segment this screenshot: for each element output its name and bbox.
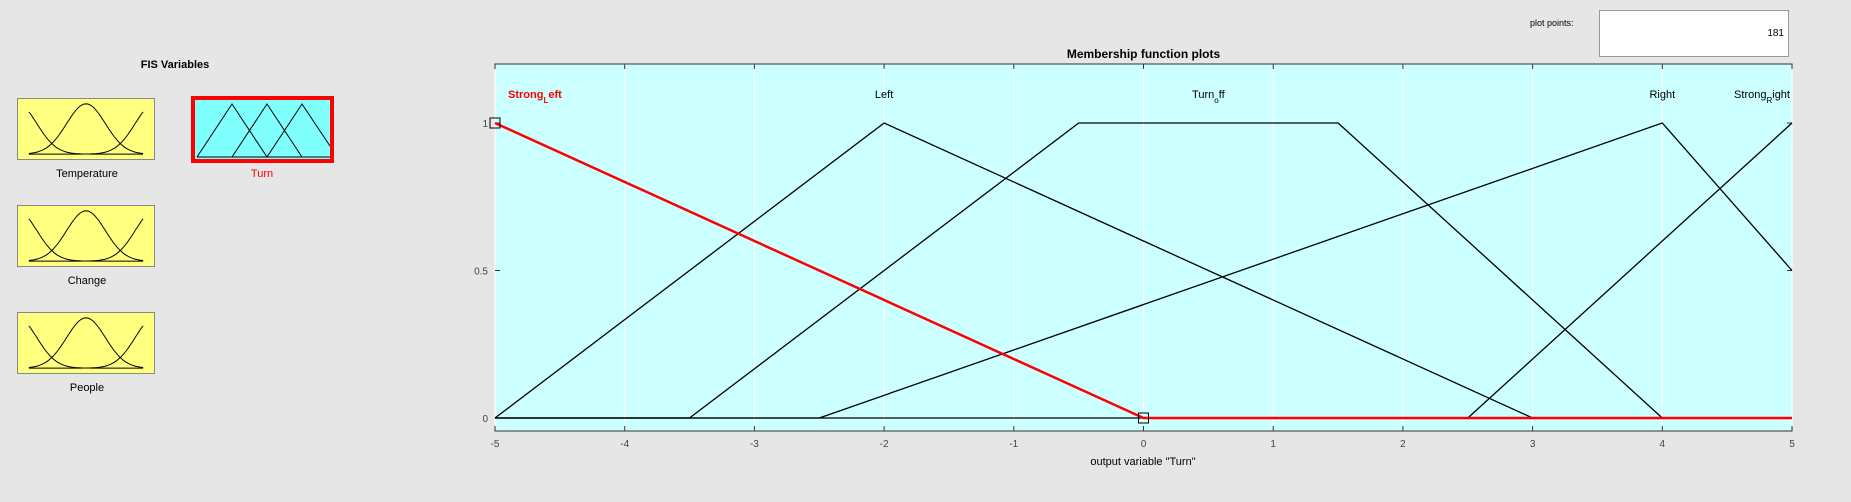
change-variable-box[interactable] — [17, 205, 155, 267]
y-tick-label: 0.5 — [474, 267, 488, 278]
triangular-mf-icon — [196, 103, 330, 158]
mf-label-1: StrongLeft — [508, 89, 562, 105]
people-variable-label: People — [69, 382, 105, 394]
mf-label-3: Turnoff — [1192, 89, 1226, 105]
y-tick-label: 1 — [482, 119, 488, 130]
x-tick-label: 0 — [1141, 439, 1147, 450]
gaussian-mf-icon — [28, 210, 144, 262]
gaussian-mf-icon — [28, 103, 144, 155]
axis-ticks: -5 -4 -3 -2 -1 0 1 2 3 4 5 0 0.5 1 — [474, 64, 1795, 450]
gaussian-curve — [28, 103, 144, 154]
x-tick-label: -3 — [750, 439, 759, 450]
turn-variable-label: Turn — [250, 168, 274, 180]
temperature-variable-box[interactable] — [17, 98, 155, 160]
mf-label-2: Left — [875, 89, 893, 101]
change-variable-label: Change — [67, 275, 107, 287]
gaussian-curve — [28, 111, 144, 155]
x-tick-label: 2 — [1400, 439, 1406, 450]
x-tick-label: 5 — [1789, 439, 1795, 450]
x-tick-label: -4 — [620, 439, 629, 450]
plot-title: Membership function plots — [1066, 47, 1221, 61]
gaussian-curve — [28, 210, 144, 261]
x-tick-label: 1 — [1270, 439, 1276, 450]
gaussian-mf-icon — [28, 317, 144, 369]
fis-variables-title: FIS Variables — [140, 59, 210, 71]
plot-points-input[interactable] — [1599, 10, 1789, 57]
x-tick-label: 4 — [1660, 439, 1666, 450]
x-tick-label: 3 — [1530, 439, 1536, 450]
x-tick-label: -1 — [1009, 439, 1018, 450]
x-axis-label: output variable "Turn" — [1090, 456, 1195, 468]
mf-drag-handle — [1138, 412, 1149, 424]
gaussian-curve — [28, 325, 144, 369]
mf-drag-handle — [489, 117, 501, 129]
turn-variable-box[interactable] — [191, 96, 334, 163]
x-tick-label: -2 — [880, 439, 889, 450]
plot-points-label: plot points: — [1530, 18, 1574, 28]
mf-label-5: StrongRight — [1734, 89, 1790, 105]
mf-labels: StrongLeft Left Turnoff Right StrongRight — [508, 89, 1790, 105]
mf-handles — [489, 117, 1149, 424]
temperature-variable-label: Temperature — [56, 168, 118, 180]
x-tick-label: -5 — [491, 439, 500, 450]
mf-curve-strong-left — [494, 121, 1792, 420]
grid-lines — [494, 64, 1793, 431]
mf-label-4: Right — [1649, 89, 1675, 101]
y-tick-label: 0 — [482, 414, 488, 425]
gaussian-curve — [28, 317, 144, 368]
gaussian-curve — [28, 218, 144, 262]
mf-curves — [494, 121, 1793, 420]
people-variable-box[interactable] — [17, 312, 155, 374]
